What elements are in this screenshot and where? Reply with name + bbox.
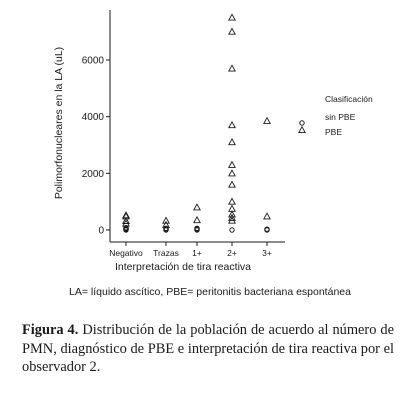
legend-marker-sin-pbe — [299, 120, 305, 126]
legend-title: Clasificación — [325, 94, 373, 104]
legend-markers — [298, 120, 306, 134]
y-tick-label: 4000 — [82, 112, 105, 123]
legend-label-sin-pbe: sin PBE — [325, 112, 356, 122]
point-pbe — [122, 219, 130, 227]
data-points — [122, 13, 271, 233]
legend: Clasificación sin PBE PBE — [298, 94, 373, 137]
scatter-chart: 0 2000 4000 6000 Negativo Trazas 1+ 2+ 3+ Polim… — [53, 10, 373, 273]
point-sin-pbe — [123, 225, 129, 231]
point-sin-pbe — [229, 227, 235, 233]
point-pbe — [228, 213, 236, 221]
x-axis-ticks: Negativo Trazas 1+ 2+ 3+ — [109, 242, 272, 258]
chart-axes — [109, 10, 285, 243]
figure-caption-label: Figura 4. — [22, 322, 79, 338]
x-axis-label: Interpretación de tira reactiva — [115, 261, 251, 273]
point-pbe — [193, 215, 201, 224]
point-pbe — [162, 216, 170, 224]
legend-marker-pbe — [298, 125, 306, 134]
point-sin-pbe — [163, 225, 169, 232]
point-sin-pbe — [264, 226, 270, 232]
x-tick-label: Trazas — [153, 248, 179, 258]
y-tick-label: 2000 — [82, 169, 105, 180]
point-pbe — [228, 138, 236, 146]
y-tick-label: 0 — [98, 226, 104, 237]
point-pbe — [162, 220, 170, 228]
point-pbe — [263, 116, 271, 124]
y-axis-ticks: 0 2000 4000 6000 — [82, 56, 110, 237]
point-pbe — [228, 64, 236, 72]
x-tick-label: 1+ — [192, 248, 202, 258]
point-pbe — [228, 169, 236, 177]
point-pbe — [122, 212, 130, 220]
y-axis-label: Polimorfonucleares en la LA (uL) — [53, 47, 65, 199]
point-pbe — [122, 216, 130, 224]
x-tick-label: 3+ — [262, 248, 272, 258]
y-tick-label: 6000 — [82, 56, 105, 67]
point-pbe — [228, 13, 236, 21]
point-sin-pbe — [194, 225, 200, 232]
abbreviations-note: LA= líquido ascítico, PBE= peritonitis b… — [69, 286, 351, 298]
point-pbe — [228, 216, 236, 224]
figure-caption: Figura 4. Distribución de la población d… — [22, 321, 394, 377]
point-pbe — [228, 197, 236, 205]
point-pbe — [228, 27, 236, 35]
point-pbe — [228, 121, 236, 129]
point-pbe — [263, 212, 271, 220]
point-pbe — [228, 160, 236, 168]
figure-caption-text: Distribución de la población de acuerdo … — [22, 322, 394, 376]
x-tick-label: Negativo — [109, 248, 143, 258]
legend-label-pbe: PBE — [325, 127, 342, 137]
point-pbe — [228, 180, 236, 188]
point-pbe — [193, 203, 201, 211]
x-tick-label: 2+ — [227, 248, 237, 258]
